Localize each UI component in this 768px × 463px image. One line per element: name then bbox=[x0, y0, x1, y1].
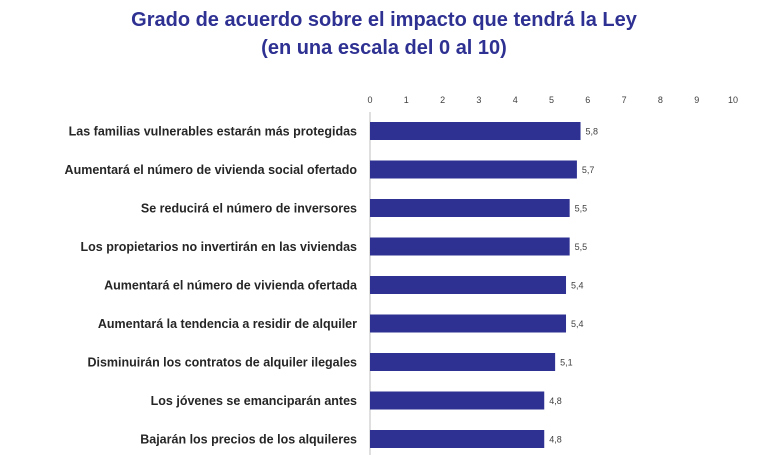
bar bbox=[370, 353, 556, 371]
category-label: Aumentará la tendencia a residir de alqu… bbox=[98, 317, 357, 331]
bar bbox=[370, 160, 577, 179]
category-label: Se reducirá el número de inversores bbox=[141, 202, 357, 216]
bar bbox=[370, 122, 581, 140]
chart-title-block: Grado de acuerdo sobre el impacto que te… bbox=[0, 6, 768, 62]
category-label: Aumentará el número de vivienda ofertada bbox=[104, 279, 358, 293]
category-label: Bajarán los precios de los alquileres bbox=[140, 433, 357, 447]
data-label: 5,5 bbox=[575, 242, 588, 252]
data-label: 4,8 bbox=[549, 435, 562, 445]
bar bbox=[370, 237, 570, 256]
data-label: 5,1 bbox=[560, 358, 573, 368]
bar bbox=[370, 314, 567, 333]
category-label: Aumentará el número de vivienda social o… bbox=[65, 163, 358, 177]
x-tick-label: 0 bbox=[367, 95, 372, 105]
data-label: 4,8 bbox=[549, 396, 562, 406]
chart-subtitle: (en una escala del 0 al 10) bbox=[261, 37, 507, 59]
x-tick-label: 4 bbox=[513, 95, 518, 105]
bar bbox=[370, 199, 570, 217]
chart-title: Grado de acuerdo sobre el impacto que te… bbox=[131, 9, 637, 31]
bar bbox=[370, 430, 545, 448]
data-label: 5,4 bbox=[571, 319, 584, 329]
x-tick-label: 8 bbox=[658, 95, 663, 105]
data-label: 5,4 bbox=[571, 281, 584, 291]
bar bbox=[370, 276, 567, 294]
category-label: Los propietarios no invertirán en las vi… bbox=[81, 240, 358, 254]
bar bbox=[370, 391, 545, 410]
data-label: 5,7 bbox=[582, 165, 595, 175]
x-tick-label: 3 bbox=[476, 95, 481, 105]
data-label: 5,8 bbox=[586, 127, 599, 137]
x-tick-label: 10 bbox=[728, 95, 738, 105]
category-label: Disminuirán los contratos de alquiler il… bbox=[87, 356, 357, 370]
x-tick-label: 9 bbox=[694, 95, 699, 105]
category-label: Los jóvenes se emanciparán antes bbox=[151, 394, 357, 408]
data-label: 5,5 bbox=[575, 204, 588, 214]
x-tick-label: 1 bbox=[404, 95, 409, 105]
x-tick-label: 6 bbox=[585, 95, 590, 105]
x-tick-label: 2 bbox=[440, 95, 445, 105]
x-tick-label: 7 bbox=[622, 95, 627, 105]
x-tick-label: 5 bbox=[549, 95, 554, 105]
category-label: Las familias vulnerables estarán más pro… bbox=[69, 125, 357, 139]
